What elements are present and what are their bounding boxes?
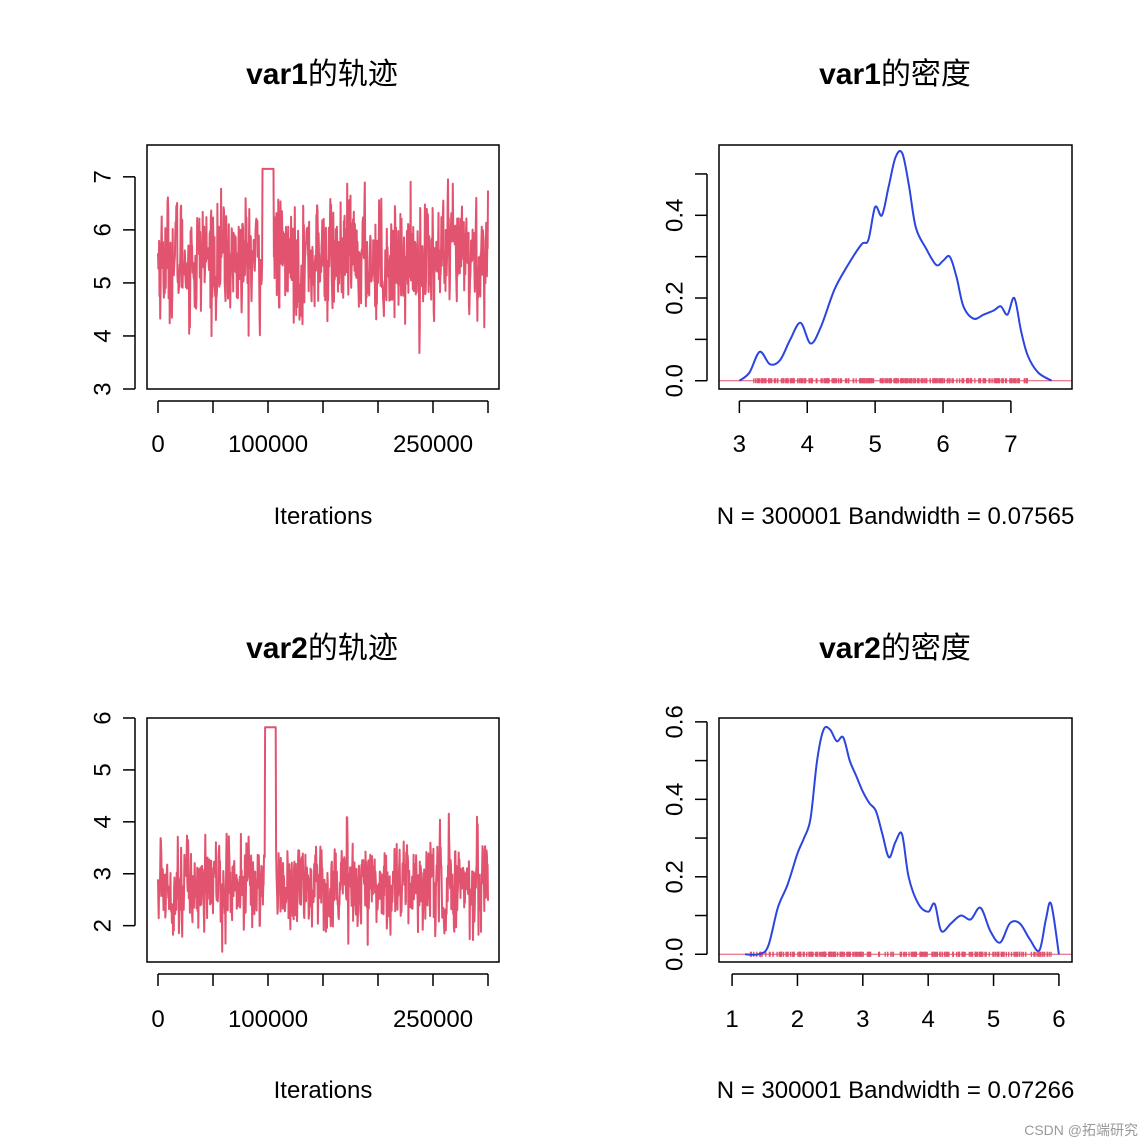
panel-1: var1的轨迹 0 100000 250000 3 4 5 6 7 Iterations: [90, 58, 500, 530]
title-suffix: 的密度: [881, 632, 971, 665]
density-curve: [738, 150, 1053, 382]
x-tick-label: 5: [868, 431, 881, 458]
title-variable: var1: [819, 58, 881, 91]
x-tick-label: 250000: [393, 431, 473, 458]
x-axis-label: Iterations: [274, 1077, 373, 1104]
y-tick-label: 7: [90, 170, 117, 183]
plot-frame: [146, 144, 500, 390]
panel-title: var1的密度: [819, 58, 971, 91]
y-tick-label: 6: [90, 711, 117, 724]
y-tick-label: 0.2: [662, 281, 689, 314]
x-tick-label: 2: [791, 1006, 804, 1033]
x-tick-label: 3: [733, 431, 746, 458]
title-variable: var2: [246, 632, 308, 665]
x-tick-label: 1: [725, 1006, 738, 1033]
plot-area: [157, 167, 489, 354]
title-suffix: 的轨迹: [308, 58, 398, 91]
title-suffix: 的轨迹: [308, 632, 398, 665]
plot-frame: [718, 144, 1073, 390]
x-tick-label: 6: [1052, 1006, 1065, 1033]
x-tick-label: 5: [987, 1006, 1000, 1033]
y-tick-label: 0.2: [662, 860, 689, 893]
y-tick-label: 3: [90, 382, 117, 395]
trace-line: [157, 726, 489, 953]
x-tick-label: 4: [801, 431, 814, 458]
x-tick-label: 0: [151, 431, 164, 458]
y-tick-label: 2: [90, 919, 117, 932]
y-tick-label: 0.0: [662, 938, 689, 971]
y-tick-label: 0.0: [662, 364, 689, 397]
y-tick-label: 4: [90, 329, 117, 342]
y-tick-label: 6: [90, 223, 117, 236]
x-axis-label: N = 300001 Bandwidth = 0.07266: [717, 1077, 1075, 1104]
y-tick-label: 4: [90, 815, 117, 828]
x-tick-label: 7: [1004, 431, 1017, 458]
panel-title: var2的密度: [819, 632, 971, 665]
panel-4: var2的密度 1 2 3 4 5 6 0.0 0.2 0.4 0.6 N = 300001 Band…: [662, 632, 1075, 1104]
x-axis-label: N = 300001 Bandwidth = 0.07565: [717, 503, 1075, 530]
y-tick-label: 0.4: [662, 199, 689, 232]
density-curve: [745, 725, 1060, 956]
trace-line: [157, 167, 489, 354]
y-tick-label: 5: [90, 763, 117, 776]
x-tick-label: 6: [936, 431, 949, 458]
panel-title: var1的轨迹: [246, 58, 398, 91]
y-tick-label: 3: [90, 867, 117, 880]
x-tick-label: 3: [856, 1006, 869, 1033]
panel-title: var2的轨迹: [246, 632, 398, 665]
panel-2: var1的密度 3 4 5 6 7 0.0 0.2 0.4 N = 300001 Bandwidt…: [662, 58, 1075, 530]
x-tick-label: 100000: [228, 1006, 308, 1033]
plot-frame: [146, 717, 500, 963]
title-suffix: 的密度: [881, 58, 971, 91]
plot-area: [719, 150, 1072, 384]
x-tick-label: 0: [151, 1006, 164, 1033]
plot-area: [719, 725, 1072, 957]
x-axis-label: Iterations: [274, 503, 373, 530]
y-tick-label: 5: [90, 276, 117, 289]
plot-area: [157, 726, 489, 953]
y-tick-label: 0.6: [662, 705, 689, 738]
x-tick-label: 4: [922, 1006, 935, 1033]
plot-frame: [718, 717, 1073, 963]
panel-3: var2的轨迹 0 100000 250000 2 3 4 5 6 Iterations: [90, 632, 500, 1104]
y-tick-label: 0.4: [662, 783, 689, 816]
title-variable: var1: [246, 58, 308, 91]
title-variable: var2: [819, 632, 881, 665]
watermark: CSDN @拓端研究: [1024, 1122, 1138, 1138]
x-tick-label: 100000: [228, 431, 308, 458]
x-tick-label: 250000: [393, 1006, 473, 1033]
